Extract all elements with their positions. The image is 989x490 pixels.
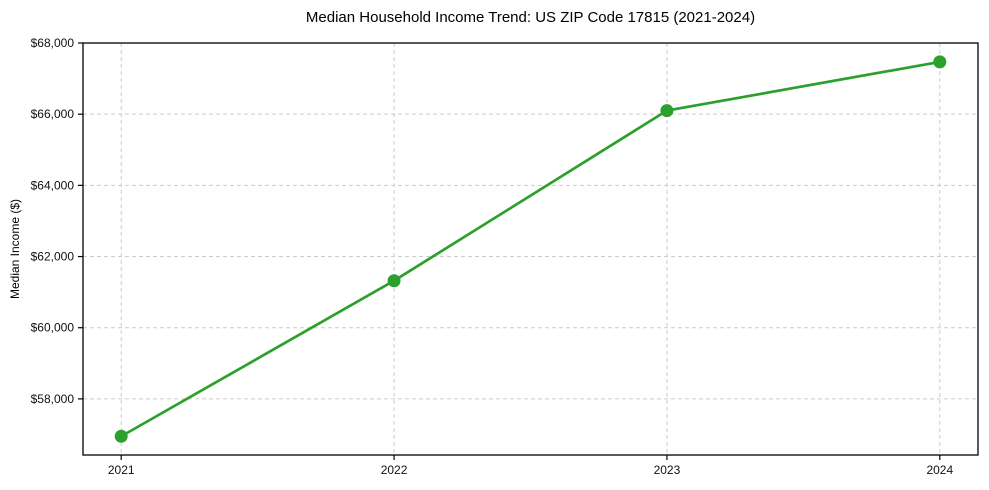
y-tick-label: $58,000: [31, 392, 75, 406]
data-point-2022: [387, 274, 401, 288]
trend-line: [119, 60, 942, 438]
data-point-2023: [660, 104, 674, 118]
data-point-2021: [114, 429, 128, 443]
y-tick-label: $60,000: [31, 321, 75, 335]
x-tick-label: 2021: [108, 463, 135, 477]
data-point-2024: [933, 55, 947, 69]
y-axis-label: Median Income ($): [8, 198, 22, 300]
x-tick-label: 2022: [381, 463, 408, 477]
y-tick-label: $66,000: [31, 107, 75, 121]
plot-border: [82, 42, 979, 456]
y-tick-label: $68,000: [31, 36, 75, 50]
x-tick-label: 2024: [926, 463, 953, 477]
chart-title: Median Household Income Trend: US ZIP Co…: [305, 9, 756, 26]
y-tick-label: $62,000: [31, 250, 75, 264]
y-tick-label: $64,000: [31, 178, 75, 192]
x-tick-label: 2023: [654, 463, 681, 477]
